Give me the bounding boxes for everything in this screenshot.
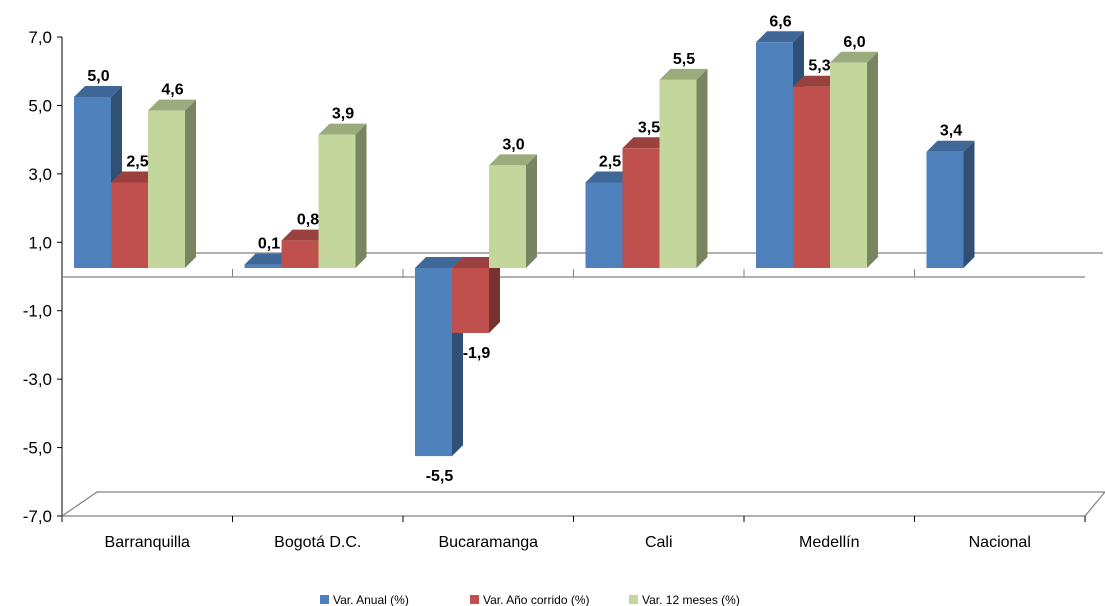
bar-top-face: [489, 154, 537, 166]
data-label: 3,9: [332, 106, 354, 123]
x-tick-label-cali: Cali: [645, 534, 673, 551]
bar-side-face: [355, 123, 367, 269]
bar-top-face: [659, 68, 708, 80]
legend-label: Var. Año corrido (%): [483, 593, 590, 606]
bar-top-face: [926, 140, 975, 152]
bar-front-face: [74, 97, 111, 268]
legend-item-var-ano-corrido: Var. Año corrido (%): [470, 593, 590, 606]
x-tick-label-bogota-d-c: Bogotá D.C.: [274, 534, 361, 551]
legend-swatch: [470, 595, 479, 604]
legend-swatch: [320, 595, 329, 604]
bar-side-face: [963, 140, 975, 268]
bar-var-12-meses-barranquilla: [148, 99, 196, 269]
bar-front-face: [756, 42, 793, 268]
bar-var-12-meses-bogota-d-c: [318, 123, 367, 269]
bar-top-face: [281, 229, 330, 241]
bar-front-face: [489, 165, 526, 268]
data-label: 0,1: [258, 236, 280, 253]
data-label: 4,6: [161, 82, 183, 99]
bar-front-face: [415, 268, 452, 457]
y-tick-label: 1,0: [28, 233, 52, 252]
bar-top-face: [622, 137, 671, 149]
bar-front-face: [622, 148, 660, 268]
bar-front-face: [111, 182, 148, 268]
legend-label: Var. 12 meses (%): [642, 593, 740, 606]
data-label: -5,5: [426, 468, 454, 485]
legend-label: Var. Anual (%): [333, 593, 409, 606]
x-tick-label-nacional: Nacional: [969, 534, 1031, 551]
bar-front-face: [318, 134, 356, 268]
data-label: 5,5: [673, 51, 695, 68]
bar-var-ano-corrido-bucaramanga: [452, 257, 500, 333]
x-tick-label-medellin: Medellín: [799, 534, 859, 551]
bar-var-anual-nacional: [926, 140, 975, 268]
bar-front-face: [281, 240, 319, 268]
data-label: 2,5: [126, 154, 148, 171]
legend-item-var-12-meses: Var. 12 meses (%): [629, 593, 740, 606]
bar-var-12-meses-medellin: [830, 51, 878, 268]
bar-side-face: [185, 99, 196, 269]
bar-side-face: [526, 154, 537, 268]
bar-top-face: [793, 75, 841, 87]
bar-top-face: [585, 171, 634, 183]
y-tick-label: -1,0: [23, 302, 52, 321]
bar-var-12-meses-cali: [659, 68, 708, 269]
bar-front-face: [585, 182, 623, 268]
data-label: -1,9: [463, 345, 491, 362]
bar-front-face: [452, 268, 489, 333]
bar-front-face: [244, 264, 282, 268]
bar-var-12-meses-bucaramanga: [489, 154, 537, 268]
x-tick-label-barranquilla: Barranquilla: [105, 534, 190, 551]
data-label: 3,4: [940, 123, 962, 140]
bar-top-face: [111, 171, 159, 183]
bar-top-face: [830, 51, 878, 63]
bars-group: [74, 31, 975, 457]
y-tick-label: 3,0: [28, 165, 52, 184]
y-tick-label: -7,0: [23, 507, 52, 526]
legend: Var. Anual (%) Var. Año corrido (%) Var. 1…: [320, 593, 740, 606]
bar-top-face: [452, 257, 500, 268]
data-label: 6,0: [843, 34, 865, 51]
data-label: 3,0: [502, 136, 524, 153]
y-tick-label: 7,0: [28, 28, 52, 47]
bar-top-face: [318, 123, 367, 135]
legend-swatch: [629, 595, 638, 604]
y-tick-label: 5,0: [28, 96, 52, 115]
bar-front-face: [830, 62, 867, 268]
y-tick-label: -3,0: [23, 370, 52, 389]
bar-side-face: [867, 51, 878, 268]
bar-front-face: [793, 86, 830, 269]
chart-floor: [60, 491, 1105, 517]
bar-side-face: [489, 257, 500, 333]
bar-top-face: [415, 257, 463, 268]
bar-front-face: [659, 79, 697, 269]
bar-front-face: [926, 151, 964, 268]
bar-side-face: [696, 68, 708, 269]
bar-top-face: [74, 86, 122, 97]
bar-top-face: [148, 99, 196, 111]
data-labels-group: 5,0 2,5 4,6 0,1 0,8 3,9 -5,5 -1,9 3,0 2,5 3,5 5,5 6,…: [87, 13, 962, 485]
data-label: 2,5: [599, 154, 621, 171]
data-label: 5,0: [87, 68, 109, 85]
data-label: 5,3: [808, 58, 830, 75]
bar-top-face: [756, 31, 804, 43]
data-label: 3,5: [638, 119, 660, 136]
bar-top-face: [244, 253, 293, 265]
x-tick-label-bucaramanga: Bucaramanga: [438, 534, 538, 551]
data-label: 0,8: [297, 212, 319, 229]
bar-front-face: [148, 110, 185, 269]
legend-item-var-anual: Var. Anual (%): [320, 593, 409, 606]
y-tick-label: -5,0: [23, 439, 52, 458]
data-label: 6,6: [769, 13, 791, 30]
